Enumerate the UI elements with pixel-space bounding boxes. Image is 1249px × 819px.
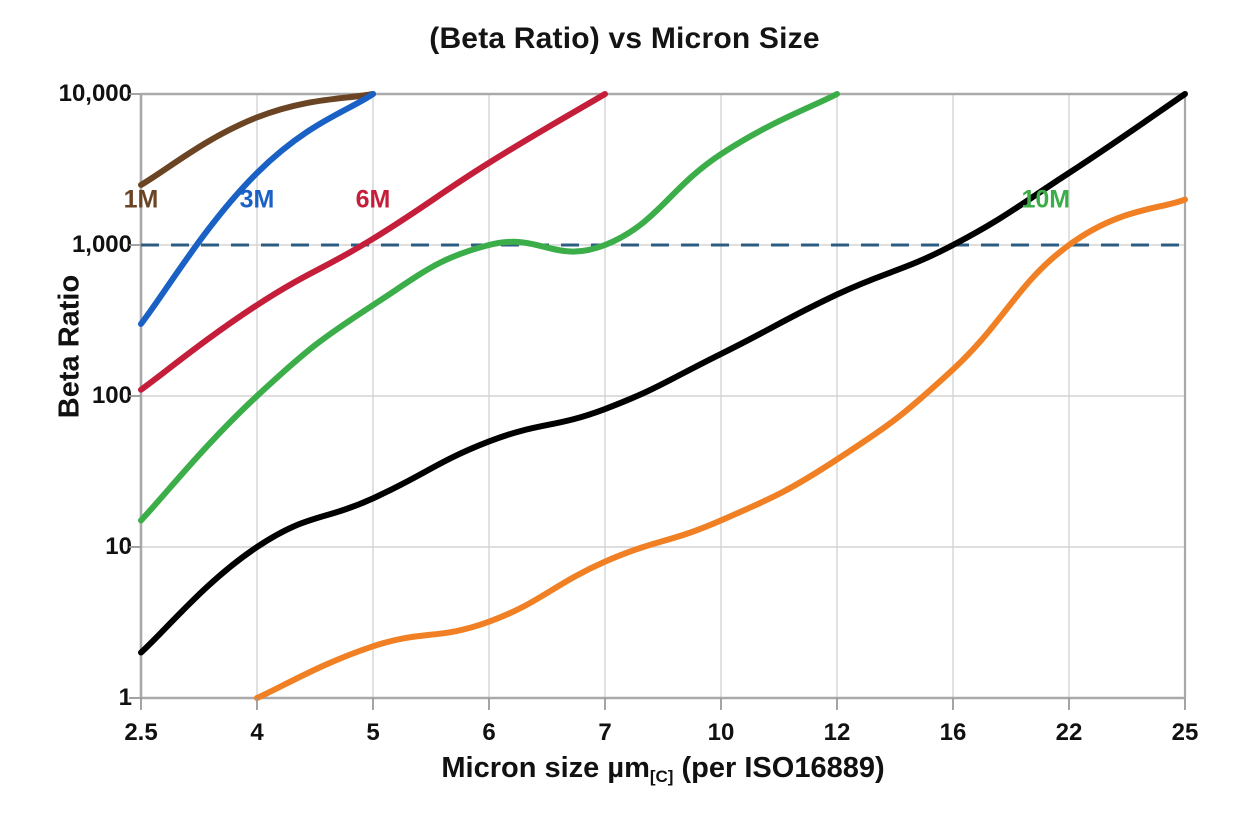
x-axis-title-subscript: [C] bbox=[649, 767, 674, 787]
x-tick-label: 6 bbox=[482, 719, 496, 746]
series-label-6m: 6M bbox=[355, 185, 391, 213]
x-tick-label: 7 bbox=[598, 719, 612, 746]
x-tick-label: 10 bbox=[707, 719, 735, 746]
series-label-1m: 1M bbox=[123, 185, 159, 213]
series-line-16m bbox=[138, 91, 1188, 656]
series-label-3m: 3M bbox=[239, 185, 275, 213]
y-tick-label: 1 bbox=[118, 684, 132, 711]
x-tick-label: 2.5 bbox=[124, 719, 158, 746]
series-line-25m bbox=[254, 196, 1188, 701]
x-tick-label: 25 bbox=[1171, 719, 1199, 746]
x-tick-label: 22 bbox=[1055, 719, 1083, 746]
y-tick-label: 100 bbox=[91, 382, 132, 409]
series-lines bbox=[138, 91, 1188, 701]
x-tick-label: 5 bbox=[366, 719, 380, 746]
series-line-3m bbox=[138, 91, 376, 327]
y-tick-label: 1,000 bbox=[71, 231, 132, 258]
x-axis-title: Micron size µm[C] (per ISO16889) bbox=[141, 752, 1185, 787]
series-label-10m: 10M bbox=[1021, 185, 1071, 213]
x-axis-title-main: Micron size µm bbox=[441, 752, 650, 784]
series-line-10m bbox=[138, 91, 840, 524]
x-tick-label: 12 bbox=[823, 719, 851, 746]
x-tick-label: 4 bbox=[250, 719, 264, 746]
tick-marks bbox=[129, 93, 1186, 710]
series-line-1m bbox=[138, 91, 376, 188]
chart-title: (Beta Ratio) vs Micron Size bbox=[429, 22, 820, 55]
y-axis-tick-labels: 1 10 100 1,000 10,000 bbox=[10, 0, 132, 819]
x-axis-title-tail: (per ISO16889) bbox=[673, 752, 885, 784]
y-tick-label: 10,000 bbox=[58, 80, 132, 107]
series-line-6m bbox=[138, 91, 608, 393]
y-tick-label: 10 bbox=[105, 533, 132, 560]
x-tick-label: 16 bbox=[939, 719, 967, 746]
